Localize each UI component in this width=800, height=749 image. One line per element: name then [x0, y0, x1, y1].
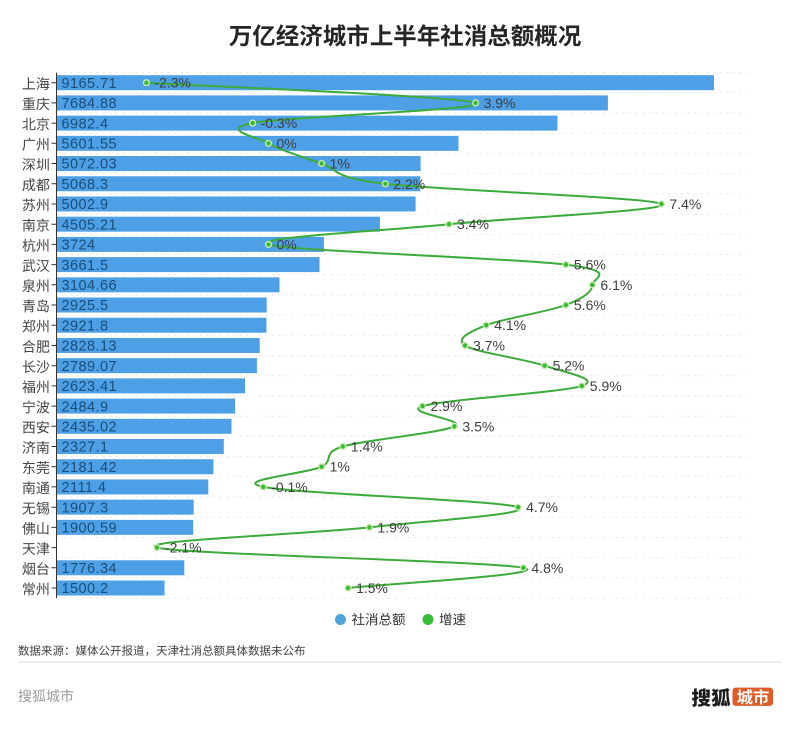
svg-text:1776.34: 1776.34	[62, 561, 118, 577]
svg-text:3.4%: 3.4%	[457, 216, 489, 232]
svg-text:2181.42: 2181.42	[62, 460, 118, 476]
svg-text:2828.13: 2828.13	[62, 339, 118, 355]
svg-text:3104.66: 3104.66	[62, 278, 118, 294]
svg-text:2623.41: 2623.41	[62, 379, 118, 395]
svg-text:5002.9: 5002.9	[62, 197, 109, 213]
svg-text:5068.3: 5068.3	[62, 177, 109, 193]
svg-text:4.7%: 4.7%	[526, 499, 558, 515]
svg-text:1.4%: 1.4%	[351, 439, 383, 455]
svg-text:5601.55: 5601.55	[62, 137, 118, 153]
svg-text:3.7%: 3.7%	[473, 338, 505, 354]
svg-text:-0.1%: -0.1%	[271, 479, 308, 495]
svg-text:6982.4: 6982.4	[62, 116, 109, 132]
svg-text:1%: 1%	[330, 459, 350, 475]
svg-text:3.9%: 3.9%	[484, 95, 516, 111]
svg-text:1%: 1%	[330, 156, 350, 172]
svg-text:1.5%: 1.5%	[356, 580, 388, 596]
svg-text:9165.71: 9165.71	[62, 76, 118, 92]
svg-text:2789.07: 2789.07	[62, 359, 118, 375]
svg-text:2925.5: 2925.5	[62, 298, 109, 314]
svg-text:5.6%: 5.6%	[574, 297, 606, 313]
svg-text:2435.02: 2435.02	[62, 420, 118, 436]
svg-text:1.9%: 1.9%	[377, 519, 409, 535]
svg-text:3724: 3724	[62, 238, 96, 254]
svg-text:1900.59: 1900.59	[62, 521, 118, 537]
svg-text:6.1%: 6.1%	[600, 277, 632, 293]
svg-text:2111.4: 2111.4	[62, 480, 107, 496]
svg-text:5.2%: 5.2%	[553, 358, 585, 374]
svg-text:2327.1: 2327.1	[62, 440, 109, 456]
svg-text:2.9%: 2.9%	[431, 398, 463, 414]
svg-text:3.5%: 3.5%	[462, 418, 494, 434]
svg-text:4.1%: 4.1%	[494, 317, 526, 333]
svg-text:1907.3: 1907.3	[62, 500, 109, 516]
svg-text:7684.88: 7684.88	[62, 96, 118, 112]
svg-text:4505.21: 4505.21	[62, 217, 118, 233]
svg-text:0%: 0%	[277, 236, 297, 252]
svg-text:3661.5: 3661.5	[62, 258, 109, 274]
svg-text:-2.3%: -2.3%	[154, 75, 191, 91]
svg-text:-2.1%: -2.1%	[165, 540, 202, 556]
svg-text:2.2%: 2.2%	[393, 176, 425, 192]
svg-text:5072.03: 5072.03	[62, 157, 118, 173]
svg-text:2484.9: 2484.9	[62, 399, 109, 415]
svg-text:5.6%: 5.6%	[574, 257, 606, 273]
svg-text:0%: 0%	[277, 135, 297, 151]
svg-text:5.9%: 5.9%	[590, 378, 622, 394]
svg-text:7.4%: 7.4%	[669, 196, 701, 212]
svg-text:1500.2: 1500.2	[62, 581, 109, 597]
svg-text:4.8%: 4.8%	[531, 560, 563, 576]
svg-text:2921.8: 2921.8	[62, 318, 109, 334]
svg-text:-0.3%: -0.3%	[261, 115, 298, 131]
